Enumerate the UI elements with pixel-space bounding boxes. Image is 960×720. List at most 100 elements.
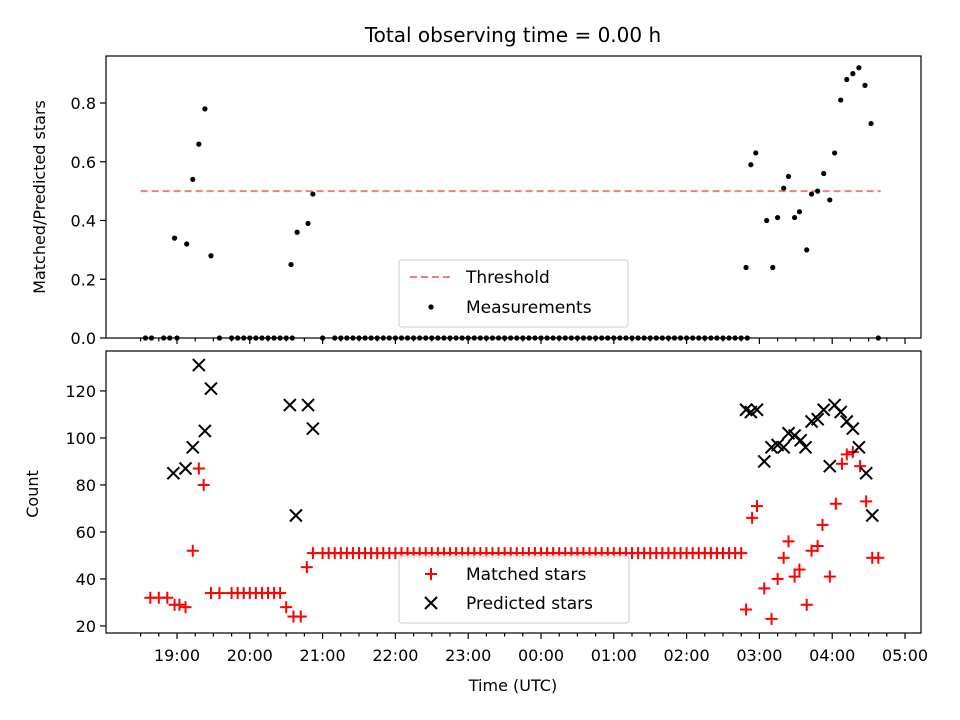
matched-star-point	[765, 612, 778, 625]
count-ylabel: Count	[23, 470, 42, 518]
predicted-star-point	[192, 358, 206, 372]
matched-star-point	[823, 570, 836, 583]
measurement-point	[196, 141, 202, 147]
matched-star-point	[829, 497, 842, 510]
count-y-ticks: 20 40 60 80 100 120	[65, 382, 106, 636]
matched-star-point	[872, 551, 885, 564]
predicted-star-point	[198, 424, 212, 438]
count-legend-box	[398, 555, 630, 624]
measurement-point	[775, 214, 781, 221]
measurement-point	[827, 197, 833, 203]
predicted-star-point	[833, 405, 848, 419]
ratio-legend: Threshold Measurements	[398, 259, 629, 328]
matched-star-point	[186, 544, 199, 557]
predicted-star-point	[846, 421, 860, 436]
measurement-point	[770, 264, 776, 271]
count-y-tick-label: 120	[65, 382, 96, 401]
count-y-tick-label: 20	[76, 617, 96, 636]
count-y-tick-label: 60	[76, 523, 96, 542]
predicted-star-point	[776, 440, 791, 455]
predicted-star-point	[823, 459, 837, 473]
measurement-point	[856, 65, 862, 71]
measurements-legend-swatch	[428, 304, 434, 310]
measurements-legend-label: Measurements	[466, 298, 592, 318]
matched-star-point	[280, 601, 293, 614]
matched-star-point	[788, 570, 801, 583]
measurement-point	[753, 150, 759, 156]
predicted-star-point	[750, 403, 764, 417]
measurement-point	[288, 261, 294, 268]
matched-star-point	[816, 518, 829, 531]
measurement-point	[190, 176, 196, 182]
ratio-panel: Matched/Predicted stars 0.00.20.40.60.8 …	[30, 55, 922, 348]
count-y-tick-label: 80	[76, 476, 96, 495]
measurement-point	[808, 191, 815, 197]
predicted-star-point	[852, 440, 866, 455]
count-marks	[144, 358, 885, 625]
count-x-tick-label: 04:00	[809, 646, 855, 665]
matched-star-point	[735, 547, 748, 560]
measurement-point	[850, 71, 856, 77]
ratio-y-tick-label: 0.8	[71, 94, 96, 113]
matched-star-point	[294, 610, 307, 623]
measurement-point	[202, 106, 208, 112]
predicted-star-point	[186, 440, 200, 455]
count-y-tick-label: 100	[65, 429, 96, 448]
predicted-legend-label: Predicted stars	[466, 594, 593, 614]
count-x-tick-label: 20:00	[227, 646, 273, 665]
matched-star-point	[854, 460, 867, 473]
predicted-star-point	[283, 398, 297, 412]
count-x-tick-label: 19:00	[154, 646, 200, 665]
predicted-star-point	[793, 433, 808, 448]
count-x-tick-label: 22:00	[372, 646, 418, 665]
matched-star-point	[800, 598, 813, 611]
predicted-star-point	[757, 454, 771, 469]
predicted-star-point	[178, 461, 193, 476]
predicted-star-point	[204, 381, 218, 396]
measurement-point	[821, 170, 827, 177]
measurement-point	[868, 120, 874, 127]
count-plot-frame	[105, 350, 922, 634]
measurement-point	[832, 150, 838, 156]
count-x-tick-label: 23:00	[445, 646, 491, 665]
predicted-star-point	[816, 403, 831, 417]
predicted-star-point	[301, 398, 315, 412]
measurement-point	[305, 220, 311, 227]
predicted-star-point	[166, 466, 181, 480]
ratio-y-tick-label: 0.2	[71, 270, 96, 289]
matched-star-point	[179, 601, 192, 614]
measurement-point	[785, 173, 792, 180]
matched-star-point	[746, 511, 759, 524]
matched-star-point	[274, 587, 287, 600]
predicted-star-point	[810, 412, 825, 426]
matched-legend-swatch	[425, 568, 437, 580]
count-xlabel: Time (UTC)	[468, 676, 557, 695]
count-legend: Matched stars Predicted stars	[398, 555, 630, 624]
count-x-tick-label: 02:00	[664, 646, 710, 665]
count-x-tick-label: 05:00	[882, 646, 928, 665]
measurement-point	[310, 191, 316, 197]
matched-star-point	[197, 478, 210, 491]
matched-star-point	[213, 587, 226, 600]
matched-star-point	[192, 462, 205, 475]
matched-star-point	[840, 448, 853, 461]
matched-star-point	[758, 582, 771, 595]
measurement-point	[184, 241, 190, 247]
ratio-y-tick-label: 0.6	[71, 153, 96, 172]
count-x-tick-label: 01:00	[591, 646, 637, 665]
ratio-y-tick-label: 0.4	[71, 212, 96, 231]
threshold-legend-label: Threshold	[465, 268, 550, 288]
count-x-tick-label: 21:00	[300, 646, 346, 665]
matched-star-point	[300, 561, 313, 574]
matched-star-point	[860, 495, 873, 508]
matched-star-point	[835, 457, 848, 470]
ratio-ylabel: Matched/Predicted stars	[30, 100, 49, 294]
measurement-point	[764, 217, 770, 224]
predicted-star-point	[865, 508, 879, 523]
matched-star-point	[805, 544, 818, 557]
predicted-star-point	[306, 421, 320, 436]
matched-star-point	[173, 598, 186, 611]
predicted-star-point	[289, 508, 303, 523]
measurement-point	[781, 185, 787, 191]
